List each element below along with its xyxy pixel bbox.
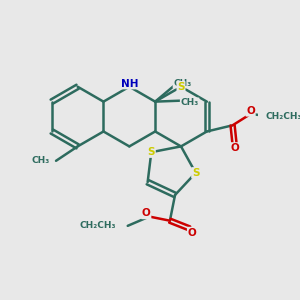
Text: NH: NH: [121, 79, 138, 88]
Text: CH₃: CH₃: [173, 79, 192, 88]
Text: CH₂CH₃: CH₂CH₃: [80, 221, 116, 230]
Text: S: S: [148, 147, 155, 157]
Text: CH₃: CH₃: [181, 98, 199, 107]
Text: O: O: [188, 227, 197, 238]
Text: CH₃: CH₃: [32, 156, 50, 165]
Text: O: O: [246, 106, 255, 116]
Text: O: O: [230, 143, 239, 153]
Text: S: S: [177, 82, 185, 92]
Text: S: S: [192, 168, 200, 178]
Text: O: O: [142, 208, 151, 218]
Text: CH₂CH₃: CH₂CH₃: [265, 112, 300, 121]
